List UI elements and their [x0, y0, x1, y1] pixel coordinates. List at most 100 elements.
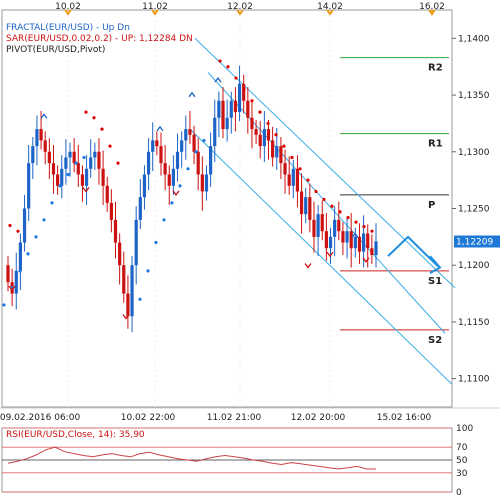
sar-dot-down [346, 215, 350, 220]
price-tick-label: 1,1150 [458, 318, 490, 328]
candle-up [130, 265, 134, 317]
price-tick-label: 1,1400 [458, 34, 490, 44]
sar-dot-down [84, 110, 88, 114]
legend-fractal: FRACTAL(EUR/USD) - Up Dn [6, 23, 130, 34]
candle-down [167, 174, 171, 186]
candle-up [64, 157, 68, 169]
fractal-up-arrow [351, 232, 359, 238]
candle-up [328, 236, 333, 249]
sar-dot-down [226, 65, 230, 69]
sar-dot-down [250, 99, 254, 103]
main-plot-frame [1, 9, 453, 408]
candle-up [304, 197, 308, 215]
sar-dot-up [146, 269, 150, 273]
candle-down [308, 197, 312, 220]
candle-up [35, 129, 39, 147]
legend-sar-label: SAR(EUR/USD,0.02,0.2) - UP: 1,12284 DN [6, 34, 193, 44]
candle-up [374, 241, 378, 256]
candle-down [349, 231, 353, 249]
legend-pivot-label: PIVOT(EUR/USD,Pivot) [6, 45, 106, 55]
event-marker-icon [326, 10, 334, 16]
candle-down [122, 265, 126, 294]
top-time-label: 11.02 [142, 2, 168, 12]
candle-down [279, 146, 283, 164]
candle-down [271, 140, 275, 158]
candle-up [316, 214, 320, 237]
candle-down [258, 134, 262, 147]
legend-pivot: PIVOT(EUR/USD,Pivot) [6, 45, 105, 56]
sar-dot-up [178, 184, 182, 188]
fractal-down-arrow [122, 314, 130, 320]
candle-down [76, 163, 80, 175]
sar-dot-down [354, 220, 358, 224]
candle-down [105, 185, 109, 203]
candle-up [262, 129, 266, 147]
candle-up [353, 236, 357, 249]
candle-up [84, 168, 89, 186]
pivot-label-p: P [428, 200, 435, 211]
sar-dot-up [186, 167, 190, 171]
projection-arrow-head [429, 255, 442, 275]
sar-dot-down [290, 155, 294, 160]
candle-down [192, 134, 196, 152]
candle-down [337, 219, 341, 232]
candle-down [159, 146, 163, 164]
candle-up [229, 100, 233, 118]
candle-up [89, 157, 93, 169]
last-price-value: 1,12209 [456, 238, 493, 248]
candle-up [213, 117, 217, 147]
candle-up [138, 197, 142, 220]
candle-down [357, 236, 362, 252]
candle-down [47, 151, 51, 164]
candle-up [345, 231, 349, 243]
sar-dot-up [194, 150, 198, 154]
sar-dot-down [282, 144, 286, 148]
sar-dot-up [42, 218, 46, 222]
sar-dot-down [258, 110, 262, 114]
candle-up [146, 151, 151, 175]
candle-down [101, 168, 105, 186]
rsi-level-badge [454, 423, 472, 433]
sar-dot-down [116, 161, 120, 165]
sar-dot-up [50, 201, 54, 205]
candle-down [200, 174, 204, 192]
candle-down [254, 129, 258, 135]
fractal-down-arrow [362, 257, 370, 263]
candle-down [43, 140, 47, 152]
candle-up [68, 151, 72, 158]
event-marker-icon [64, 10, 72, 16]
legend-sar: SAR(EUR/USD,0.02,0.2) - UP: 1,12284 DN [6, 34, 193, 45]
fractal-up-arrow [188, 91, 196, 98]
sar-dot-down [8, 223, 12, 228]
candle-down [113, 219, 118, 243]
candle-up [291, 168, 295, 186]
candle-up [209, 146, 213, 175]
sar-dot-up [26, 252, 30, 256]
fractal-up-arrow [214, 76, 222, 83]
fractal-down-arrow [8, 285, 16, 292]
candle-down [221, 100, 225, 130]
candle-up [217, 100, 221, 118]
sar-dot-up [82, 155, 86, 160]
bottom-time-label: 12.02 20:00 [291, 413, 346, 423]
rsi-title: RSI(EUR/USD,Close, 14): 35,90 [6, 430, 145, 440]
candle-up [204, 174, 209, 192]
sar-dot-down [330, 204, 334, 208]
price-tick-label: 1,1350 [458, 91, 490, 101]
candle-down [324, 231, 328, 249]
candle-down [287, 174, 291, 186]
candle-up [361, 233, 366, 252]
candle-up [93, 151, 97, 158]
sar-dot-down [306, 178, 310, 182]
candle-down [56, 174, 60, 186]
rsi-level-label: 30 [456, 469, 468, 479]
candle-up [180, 140, 184, 152]
pivot-label-r2: R2 [428, 63, 443, 74]
pivot-label-r1: R1 [428, 139, 443, 150]
rsi-level-label: 50 [456, 456, 468, 466]
candle-up [333, 219, 337, 237]
bottom-time-label: 15.02 16:00 [377, 413, 432, 423]
candle-down [80, 174, 85, 186]
sar-dot-up [170, 201, 174, 205]
candle-up [14, 270, 18, 294]
